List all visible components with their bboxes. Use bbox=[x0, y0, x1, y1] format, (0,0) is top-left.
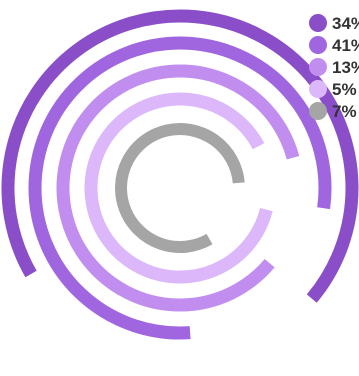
ring-arc-1 bbox=[1, 9, 359, 303]
legend-marker-4 bbox=[309, 80, 327, 98]
legend-label-1: 34% bbox=[332, 14, 359, 33]
legend-marker-5 bbox=[309, 102, 327, 120]
legend-label-3: 13% bbox=[332, 58, 359, 77]
legend-marker-3 bbox=[309, 58, 327, 76]
legend-label-4: 5% bbox=[332, 80, 357, 99]
ring-arc-3 bbox=[56, 64, 300, 312]
legend-label-2: 41% bbox=[332, 36, 359, 55]
chart-legend: 34% 41% 13% 5% 7% bbox=[309, 14, 359, 121]
ring-arc-2 bbox=[28, 36, 332, 340]
ring-arc-4 bbox=[84, 92, 273, 284]
legend-marker-1 bbox=[309, 14, 327, 32]
legend-marker-2 bbox=[309, 36, 327, 54]
ring-arc-5 bbox=[115, 123, 245, 253]
chart-rings bbox=[1, 9, 359, 340]
legend-label-5: 7% bbox=[332, 102, 357, 121]
